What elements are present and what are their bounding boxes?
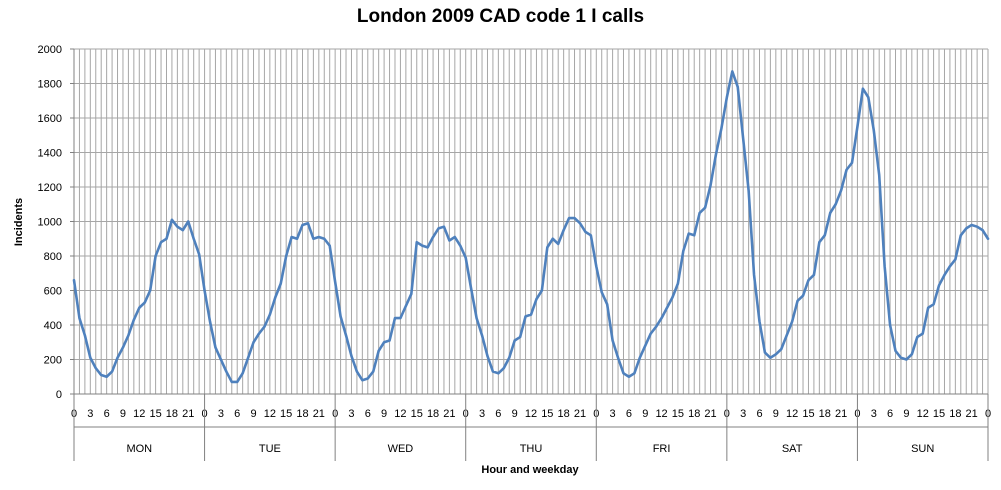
x-tick-label: 3	[740, 408, 746, 420]
x-axis-title: Hour and weekday	[481, 464, 579, 476]
chart-title: London 2009 CAD code 1 I calls	[356, 6, 645, 27]
x-tick-label: 12	[133, 408, 145, 420]
x-tick-label: 21	[704, 408, 716, 420]
y-tick-label: 800	[44, 251, 62, 263]
y-tick-label: 200	[44, 355, 62, 367]
y-axis-title: Incidents	[13, 198, 25, 246]
x-tick-label: 18	[558, 408, 570, 420]
x-tick-label: 18	[166, 408, 178, 420]
x-tick-label: 15	[802, 408, 814, 420]
x-tick-label: 3	[479, 408, 485, 420]
x-tick-label: 21	[443, 408, 455, 420]
x-tick-label: 3	[348, 408, 354, 420]
x-tick-label: 6	[495, 408, 501, 420]
y-tick-label: 1200	[38, 182, 62, 194]
x-tick-label: 6	[626, 408, 632, 420]
day-label: SUN	[911, 443, 934, 455]
day-label: SAT	[782, 443, 803, 455]
y-tick-label: 1000	[38, 217, 62, 229]
x-tick-label: 21	[835, 408, 847, 420]
x-tick-label: 15	[541, 408, 553, 420]
x-tick-label: 12	[917, 408, 929, 420]
x-tick-label: 6	[234, 408, 240, 420]
x-tick-label: 18	[949, 408, 961, 420]
x-tick-label: 3	[871, 408, 877, 420]
x-tick-label: 15	[280, 408, 292, 420]
x-tick-label: 9	[773, 408, 779, 420]
y-tick-label: 1400	[38, 148, 62, 160]
series-line-group	[72, 70, 990, 384]
x-tick-label: 9	[120, 408, 126, 420]
x-tick-label: 12	[264, 408, 276, 420]
x-tick-label: 3	[218, 408, 224, 420]
x-tick-label: 12	[655, 408, 667, 420]
x-tick-label: 21	[313, 408, 325, 420]
y-tick-label: 2000	[38, 44, 62, 56]
y-axis-ticks: 0 200 400 600 800 1000 1200 1400 1600 1800 2000	[38, 44, 74, 401]
x-tick-label: 15	[933, 408, 945, 420]
x-tick-label: 21	[182, 408, 194, 420]
x-tick-label: 12	[394, 408, 406, 420]
gridlines	[73, 48, 989, 395]
x-tick-label: 3	[87, 408, 93, 420]
x-tick-label: 12	[786, 408, 798, 420]
x-tick-label: 21	[966, 408, 978, 420]
y-tick-label: 600	[44, 286, 62, 298]
y-tick-label: 1800	[38, 79, 62, 91]
x-tick-label: 6	[756, 408, 762, 420]
x-tick-label: 9	[642, 408, 648, 420]
x-tick-label: 6	[104, 408, 110, 420]
day-label: FRI	[653, 443, 671, 455]
x-tick-label: 6	[887, 408, 893, 420]
y-tick-label: 0	[56, 389, 62, 401]
x-axis-day-labels: MON TUE WED THU FRI SAT SUN	[73, 393, 989, 461]
x-tick-label: 9	[903, 408, 909, 420]
day-label: WED	[388, 443, 414, 455]
day-label: THU	[520, 443, 543, 455]
x-tick-label: 18	[819, 408, 831, 420]
y-tick-label: 400	[44, 320, 62, 332]
x-tick-label: 18	[688, 408, 700, 420]
x-tick-label: 12	[525, 408, 537, 420]
day-label: MON	[126, 443, 152, 455]
x-tick-label: 15	[149, 408, 161, 420]
x-tick-label: 15	[411, 408, 423, 420]
day-label: TUE	[259, 443, 281, 455]
x-tick-label: 18	[427, 408, 439, 420]
x-tick-label: 15	[672, 408, 684, 420]
x-tick-label: 9	[512, 408, 518, 420]
x-tick-label: 9	[250, 408, 256, 420]
x-tick-label: 9	[381, 408, 387, 420]
x-tick-label: 6	[365, 408, 371, 420]
x-axis-hour-ticks: 0369121518210369121518210369121518210369…	[71, 408, 991, 420]
series-line	[72, 70, 990, 384]
x-tick-label: 3	[610, 408, 616, 420]
x-tick-label: 18	[296, 408, 308, 420]
y-tick-label: 1600	[38, 113, 62, 125]
x-tick-label: 21	[574, 408, 586, 420]
